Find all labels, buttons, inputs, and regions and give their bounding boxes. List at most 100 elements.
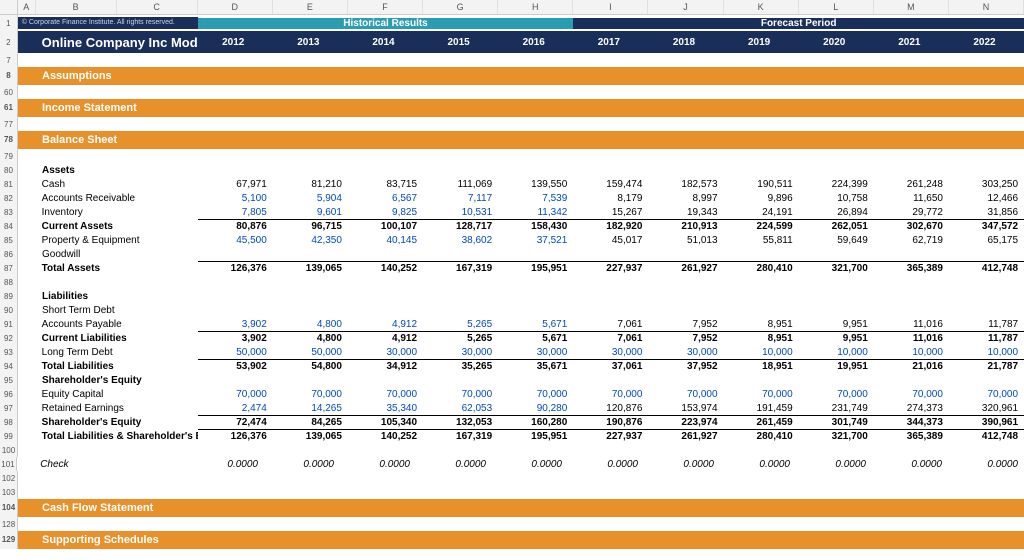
data-cell[interactable]: 5,100 xyxy=(198,192,273,205)
data-cell[interactable]: 412,748 xyxy=(949,261,1024,275)
data-cell[interactable]: 7,539 xyxy=(498,192,573,205)
data-cell[interactable]: 40,145 xyxy=(348,234,423,247)
check-cell[interactable]: 0.0000 xyxy=(872,458,948,471)
data-cell[interactable]: 126,376 xyxy=(198,429,273,443)
data-cell[interactable]: 5,904 xyxy=(273,192,348,205)
row-number[interactable]: 1 xyxy=(0,15,18,31)
data-cell[interactable]: 9,951 xyxy=(799,331,874,345)
data-cell[interactable]: 9,951 xyxy=(799,318,874,331)
data-cell[interactable]: 72,474 xyxy=(198,415,273,429)
row-number[interactable]: 77 xyxy=(0,117,18,131)
data-cell[interactable]: 9,896 xyxy=(724,192,799,205)
data-cell[interactable]: 182,920 xyxy=(573,219,648,233)
data-cell[interactable]: 5,671 xyxy=(498,318,573,331)
row-number[interactable]: 97 xyxy=(0,401,18,415)
data-cell[interactable]: 262,051 xyxy=(799,219,874,233)
select-all-corner[interactable] xyxy=(0,0,18,14)
data-cell[interactable]: 70,000 xyxy=(423,388,498,401)
data-cell[interactable]: 227,937 xyxy=(573,261,648,275)
check-cell[interactable]: 0.0000 xyxy=(796,458,872,471)
col-header[interactable]: N xyxy=(949,0,1024,14)
data-cell[interactable]: 365,389 xyxy=(874,261,949,275)
data-cell[interactable]: 261,927 xyxy=(648,261,723,275)
data-cell[interactable]: 320,961 xyxy=(949,402,1024,415)
data-cell[interactable]: 412,748 xyxy=(949,429,1024,443)
data-cell[interactable]: 5,265 xyxy=(423,331,498,345)
row-number[interactable]: 96 xyxy=(0,387,18,401)
check-cell[interactable]: 0.0000 xyxy=(340,458,416,471)
col-header[interactable]: E xyxy=(273,0,348,14)
row-number[interactable]: 79 xyxy=(0,149,18,163)
row-number[interactable]: 90 xyxy=(0,303,18,317)
data-cell[interactable]: 139,065 xyxy=(273,429,348,443)
check-cell[interactable]: 0.0000 xyxy=(492,458,568,471)
data-cell[interactable]: 4,800 xyxy=(273,318,348,331)
data-cell[interactable]: 80,876 xyxy=(198,219,273,233)
data-cell[interactable]: 182,573 xyxy=(648,178,723,191)
row-number[interactable]: 102 xyxy=(0,471,18,485)
data-cell[interactable]: 90,280 xyxy=(498,402,573,415)
col-header[interactable]: K xyxy=(724,0,799,14)
data-cell[interactable]: 30,000 xyxy=(348,346,423,359)
data-cell[interactable]: 51,013 xyxy=(648,234,723,247)
data-cell[interactable]: 5,671 xyxy=(498,331,573,345)
data-cell[interactable]: 2,474 xyxy=(198,402,273,415)
data-cell[interactable]: 34,912 xyxy=(348,359,423,373)
data-cell[interactable]: 195,951 xyxy=(498,429,573,443)
data-cell[interactable]: 321,700 xyxy=(799,261,874,275)
data-cell[interactable]: 4,912 xyxy=(348,331,423,345)
data-cell[interactable]: 128,717 xyxy=(423,219,498,233)
row-number[interactable]: 80 xyxy=(0,163,18,177)
data-cell[interactable]: 10,758 xyxy=(799,192,874,205)
data-cell[interactable]: 8,179 xyxy=(573,192,648,205)
data-cell[interactable]: 190,511 xyxy=(724,178,799,191)
col-header[interactable]: D xyxy=(198,0,273,14)
data-cell[interactable]: 10,000 xyxy=(949,346,1024,359)
data-cell[interactable]: 19,343 xyxy=(648,206,723,219)
data-cell[interactable]: 140,252 xyxy=(348,261,423,275)
data-cell[interactable]: 70,000 xyxy=(799,388,874,401)
data-cell[interactable]: 126,376 xyxy=(198,261,273,275)
data-cell[interactable]: 18,951 xyxy=(724,359,799,373)
data-cell[interactable]: 7,061 xyxy=(573,331,648,345)
check-cell[interactable]: 0.0000 xyxy=(644,458,720,471)
data-cell[interactable]: 7,805 xyxy=(198,206,273,219)
check-cell[interactable]: 0.0000 xyxy=(188,458,264,471)
data-cell[interactable]: 38,602 xyxy=(423,234,498,247)
data-cell[interactable]: 70,000 xyxy=(949,388,1024,401)
data-cell[interactable]: 159,474 xyxy=(573,178,648,191)
row-number[interactable]: 61 xyxy=(0,99,18,117)
data-cell[interactable]: 10,000 xyxy=(799,346,874,359)
data-cell[interactable]: 11,787 xyxy=(949,331,1024,345)
data-cell[interactable]: 167,319 xyxy=(423,429,498,443)
data-cell[interactable]: 21,787 xyxy=(949,359,1024,373)
row-number[interactable]: 85 xyxy=(0,233,18,247)
row-number[interactable]: 2 xyxy=(0,31,18,53)
data-cell[interactable]: 8,951 xyxy=(724,331,799,345)
row-number[interactable]: 93 xyxy=(0,345,18,359)
data-cell[interactable]: 24,191 xyxy=(724,206,799,219)
data-cell[interactable]: 274,373 xyxy=(874,402,949,415)
data-cell[interactable]: 11,016 xyxy=(874,318,949,331)
data-cell[interactable]: 10,000 xyxy=(874,346,949,359)
row-number[interactable]: 129 xyxy=(0,531,18,549)
row-number[interactable]: 84 xyxy=(0,219,18,233)
data-cell[interactable]: 50,000 xyxy=(198,346,273,359)
data-cell[interactable]: 120,876 xyxy=(573,402,648,415)
check-cell[interactable]: 0.0000 xyxy=(948,458,1024,471)
data-cell[interactable]: 50,000 xyxy=(273,346,348,359)
col-header[interactable]: G xyxy=(423,0,498,14)
data-cell[interactable]: 42,350 xyxy=(273,234,348,247)
data-cell[interactable]: 65,175 xyxy=(949,234,1024,247)
data-cell[interactable]: 140,252 xyxy=(348,429,423,443)
data-cell[interactable]: 105,340 xyxy=(348,415,423,429)
data-cell[interactable]: 45,017 xyxy=(573,234,648,247)
data-cell[interactable]: 10,531 xyxy=(423,206,498,219)
data-cell[interactable]: 14,265 xyxy=(273,402,348,415)
row-number[interactable]: 7 xyxy=(0,53,18,67)
check-cell[interactable]: 0.0000 xyxy=(264,458,340,471)
row-number[interactable]: 78 xyxy=(0,131,18,149)
data-cell[interactable]: 19,951 xyxy=(799,359,874,373)
data-cell[interactable]: 70,000 xyxy=(648,388,723,401)
data-cell[interactable]: 70,000 xyxy=(198,388,273,401)
